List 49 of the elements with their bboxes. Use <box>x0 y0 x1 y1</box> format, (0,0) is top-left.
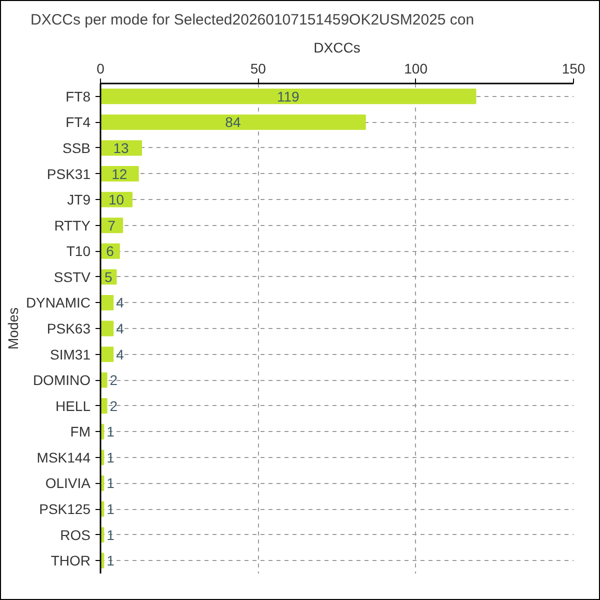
data-label: 1 <box>106 449 115 466</box>
data-label: 2 <box>110 398 118 414</box>
y-tick-label: ROS <box>60 526 91 543</box>
y-tick-label: JT9 <box>67 192 91 208</box>
data-label: 2 <box>110 372 118 388</box>
data-label: 1 <box>106 526 115 543</box>
y-tick-label: T10 <box>66 243 91 260</box>
x-axis-title: DXCCs <box>314 40 360 56</box>
x-tick-label: 150 <box>562 60 586 76</box>
chart-title: DXCCs per mode for Selected20260107151459OK2USM2025 con <box>30 12 474 28</box>
data-label: 1 <box>106 475 115 492</box>
data-label: 13 <box>113 140 129 156</box>
y-axis-title: Modes <box>4 307 21 350</box>
y-tick-label: HELL <box>55 398 91 414</box>
x-tick-label: 50 <box>250 60 266 76</box>
x-tick-label: 0 <box>96 60 105 76</box>
y-tick-label: THOR <box>50 552 91 569</box>
data-label: 10 <box>108 192 124 208</box>
bar <box>100 114 366 130</box>
data-label: 6 <box>106 243 114 260</box>
data-label: 1 <box>106 501 115 518</box>
y-tick-label: FT4 <box>66 114 91 130</box>
bar <box>100 346 114 362</box>
data-label: 4 <box>116 320 124 336</box>
data-label: 119 <box>276 88 300 104</box>
y-tick-label: PSK125 <box>39 501 91 518</box>
y-tick-label: PSK63 <box>46 320 91 336</box>
y-tick-label: SSB <box>62 140 90 156</box>
data-label: 12 <box>112 166 128 182</box>
y-tick-label: SIM31 <box>50 346 91 362</box>
y-tick-label: DOMINO <box>32 372 91 388</box>
data-label: 84 <box>225 114 241 130</box>
data-label: 4 <box>116 346 124 362</box>
y-tick-label: RTTY <box>54 217 92 234</box>
x-tick-label: 100 <box>404 60 428 76</box>
bar <box>100 88 476 104</box>
y-tick-label: SSTV <box>54 268 92 285</box>
data-label: 5 <box>104 268 112 285</box>
data-label: 4 <box>116 294 124 311</box>
y-tick-label: FT8 <box>66 88 91 104</box>
bar <box>100 294 114 310</box>
y-tick-label: OLIVIA <box>45 475 92 492</box>
y-tick-label: PSK31 <box>46 166 91 182</box>
y-tick-label: DYNAMIC <box>26 294 91 311</box>
data-label: 1 <box>106 552 115 569</box>
data-label: 7 <box>108 217 116 234</box>
y-tick-label: MSK144 <box>36 449 91 466</box>
data-label: 1 <box>106 424 115 440</box>
y-tick-label: FM <box>70 424 91 440</box>
